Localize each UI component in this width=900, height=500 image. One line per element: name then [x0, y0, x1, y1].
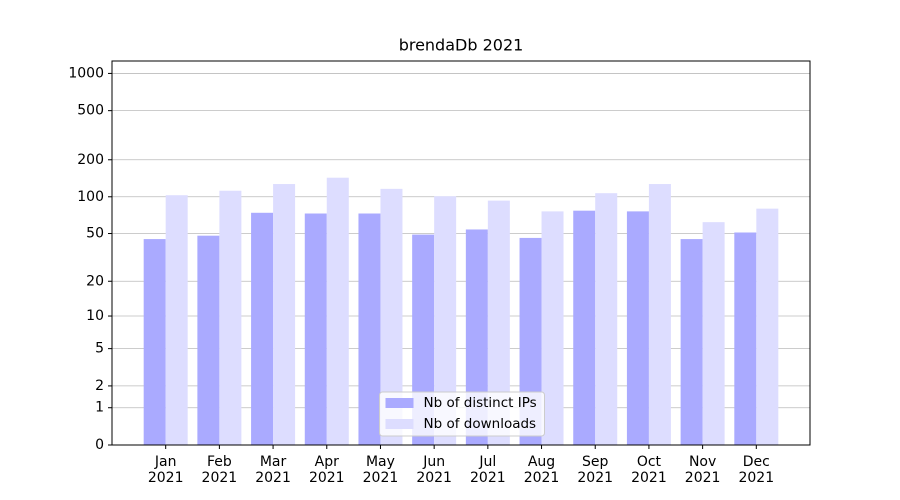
bar — [251, 212, 274, 445]
x-tick-label: Sep 2021 — [577, 454, 614, 486]
bar — [273, 184, 296, 445]
legend-label: Nb of distinct IPs — [424, 395, 537, 411]
x-tick-label: Jun 2021 — [416, 454, 452, 486]
y-tick-label: 500 — [77, 103, 104, 119]
x-tick-label: Mar 2021 — [255, 454, 291, 486]
bar — [626, 211, 649, 445]
y-tick-label: 50 — [86, 226, 104, 242]
y-tick-label: 5 — [95, 341, 104, 357]
x-tick-label: Oct 2021 — [631, 454, 667, 486]
bar — [573, 210, 596, 445]
bar — [326, 177, 349, 446]
y-tick-label: 100 — [77, 189, 104, 205]
x-tick-label: Dec 2021 — [738, 454, 775, 486]
bar — [595, 193, 618, 445]
y-tick-label: 2 — [95, 378, 104, 394]
bar — [487, 200, 510, 445]
y-tick-label: 20 — [86, 273, 104, 289]
bar — [465, 229, 488, 445]
x-tick-label: Jul 2021 — [470, 454, 506, 486]
bar — [304, 213, 327, 445]
y-tick-label: 0 — [95, 437, 104, 453]
bar — [143, 239, 166, 445]
chart-title: brendaDb 2021 — [399, 36, 524, 55]
x-tick-label: Jan 2021 — [147, 454, 184, 486]
bar — [648, 184, 671, 445]
axes-frame — [111, 60, 811, 446]
bar — [734, 232, 757, 445]
bar — [358, 213, 381, 445]
y-tick-label: 200 — [77, 152, 104, 168]
x-tick-label: Nov 2021 — [684, 454, 721, 486]
legend-swatch — [385, 398, 414, 408]
legend-box — [379, 391, 545, 437]
x-tick-label: Feb 2021 — [201, 454, 238, 486]
bar — [380, 188, 403, 445]
bar — [756, 208, 779, 445]
y-tick-label: 1 — [95, 400, 104, 416]
legend-swatch — [385, 419, 414, 429]
x-tick-label: Apr 2021 — [308, 454, 345, 486]
bar — [541, 211, 564, 445]
bar — [680, 239, 703, 445]
bar — [165, 195, 188, 445]
x-tick-label: May 2021 — [362, 454, 399, 486]
y-tick-label: 10 — [86, 308, 104, 324]
y-tick-label: 1000 — [68, 65, 104, 81]
bar — [219, 190, 242, 445]
bar — [702, 222, 725, 445]
bar — [434, 196, 457, 445]
bar — [197, 235, 220, 445]
x-tick-label: Aug 2021 — [523, 454, 560, 486]
legend-label: Nb of downloads — [424, 416, 537, 432]
